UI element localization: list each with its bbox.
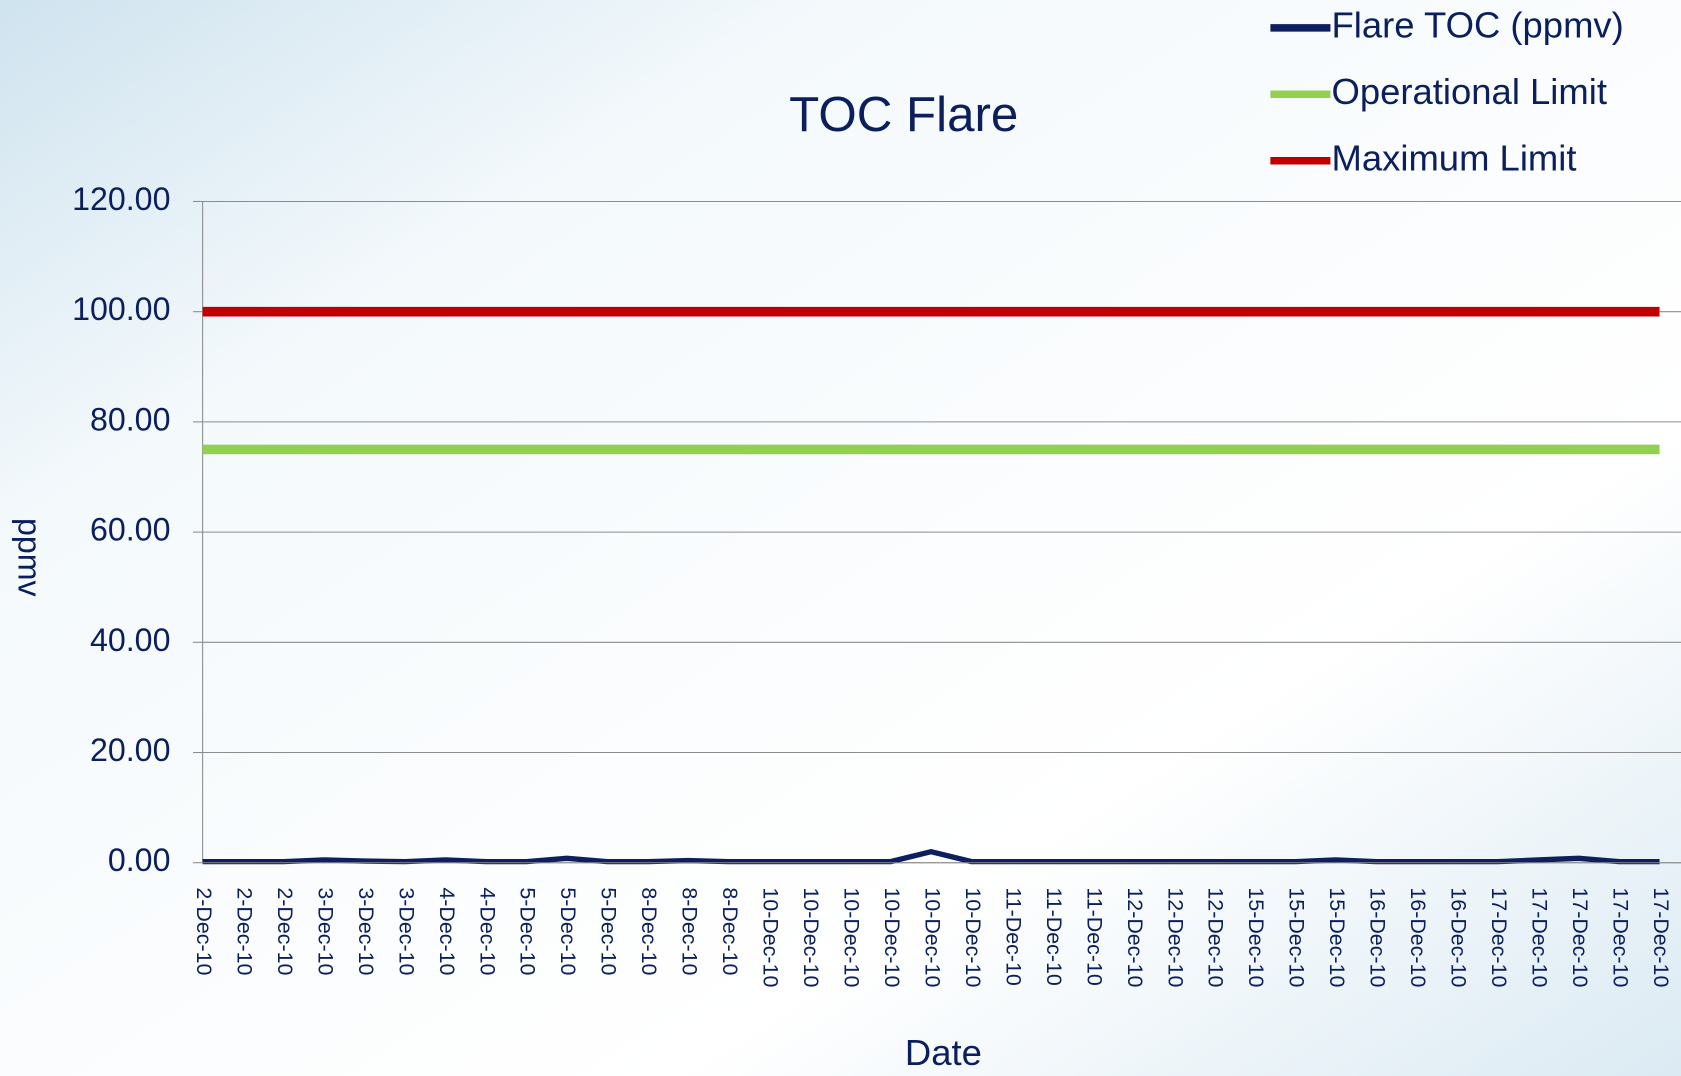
legend-label: Operational Limit xyxy=(1332,71,1607,112)
y-axis-label: ppmv xyxy=(11,518,47,597)
x-tick-label: 5-Dec-10 xyxy=(516,887,540,975)
y-tick-label: 60.00 xyxy=(90,512,170,548)
x-tick-label: 2-Dec-10 xyxy=(232,887,256,975)
x-tick-label: 4-Dec-10 xyxy=(435,887,459,975)
x-tick-label: 17-Dec-10 xyxy=(1487,887,1511,987)
x-tick-label: 4-Dec-10 xyxy=(475,887,499,975)
x-tick-label: 3-Dec-10 xyxy=(313,887,337,975)
y-tick-label: 0.00 xyxy=(108,842,171,878)
x-tick-label: 10-Dec-10 xyxy=(961,887,985,987)
x-tick-label: 2-Dec-10 xyxy=(273,887,297,975)
x-tick-label: 17-Dec-10 xyxy=(1649,887,1673,987)
x-tick-label: 15-Dec-10 xyxy=(1285,887,1309,987)
y-tick-label: 80.00 xyxy=(90,401,170,437)
x-tick-label: 16-Dec-10 xyxy=(1366,887,1390,987)
x-tick-label: 17-Dec-10 xyxy=(1568,887,1592,987)
x-tick-label: 11-Dec-10 xyxy=(1001,887,1025,985)
x-tick-label: 2-Dec-10 xyxy=(192,887,216,975)
x-tick-label: 11-Dec-10 xyxy=(1042,887,1066,985)
y-tick-label: 120.00 xyxy=(72,181,170,217)
x-tick-label: 8-Dec-10 xyxy=(678,887,702,975)
x-tick-label: 15-Dec-10 xyxy=(1244,887,1268,987)
x-tick-label: 3-Dec-10 xyxy=(394,887,418,975)
x-tick-label: 17-Dec-10 xyxy=(1608,887,1632,987)
legend-label: Maximum Limit xyxy=(1332,137,1577,178)
x-tick-label: 12-Dec-10 xyxy=(1123,887,1147,987)
y-tick-label: 40.00 xyxy=(90,622,170,658)
x-tick-label: 10-Dec-10 xyxy=(759,887,783,987)
x-tick-label: 15-Dec-10 xyxy=(1325,887,1349,987)
x-tick-label: 10-Dec-10 xyxy=(920,887,944,987)
x-tick-label: 16-Dec-10 xyxy=(1406,887,1430,987)
x-tick-label: 8-Dec-10 xyxy=(637,887,661,975)
x-tick-label: 12-Dec-10 xyxy=(1163,887,1187,987)
x-tick-label: 16-Dec-10 xyxy=(1447,887,1471,987)
x-tick-label: 10-Dec-10 xyxy=(839,887,863,987)
y-tick-label: 20.00 xyxy=(90,732,170,768)
x-tick-label: 12-Dec-10 xyxy=(1204,887,1228,987)
x-tick-label: 10-Dec-10 xyxy=(799,887,823,987)
x-tick-label: 5-Dec-10 xyxy=(556,887,580,975)
x-tick-label: 5-Dec-10 xyxy=(597,887,621,975)
x-tick-label: 8-Dec-10 xyxy=(718,887,742,975)
x-tick-label: 10-Dec-10 xyxy=(880,887,904,987)
x-tick-label: 17-Dec-10 xyxy=(1527,887,1551,987)
legend-label: Flare TOC (ppmv) xyxy=(1332,4,1624,45)
x-tick-label: 11-Dec-10 xyxy=(1082,887,1106,985)
y-tick-label: 100.00 xyxy=(72,291,170,327)
x-tick-label: 3-Dec-10 xyxy=(354,887,378,975)
x-axis-label: Date xyxy=(905,1032,982,1073)
series-line xyxy=(202,849,1660,865)
chart-title: TOC Flare xyxy=(789,87,1018,142)
